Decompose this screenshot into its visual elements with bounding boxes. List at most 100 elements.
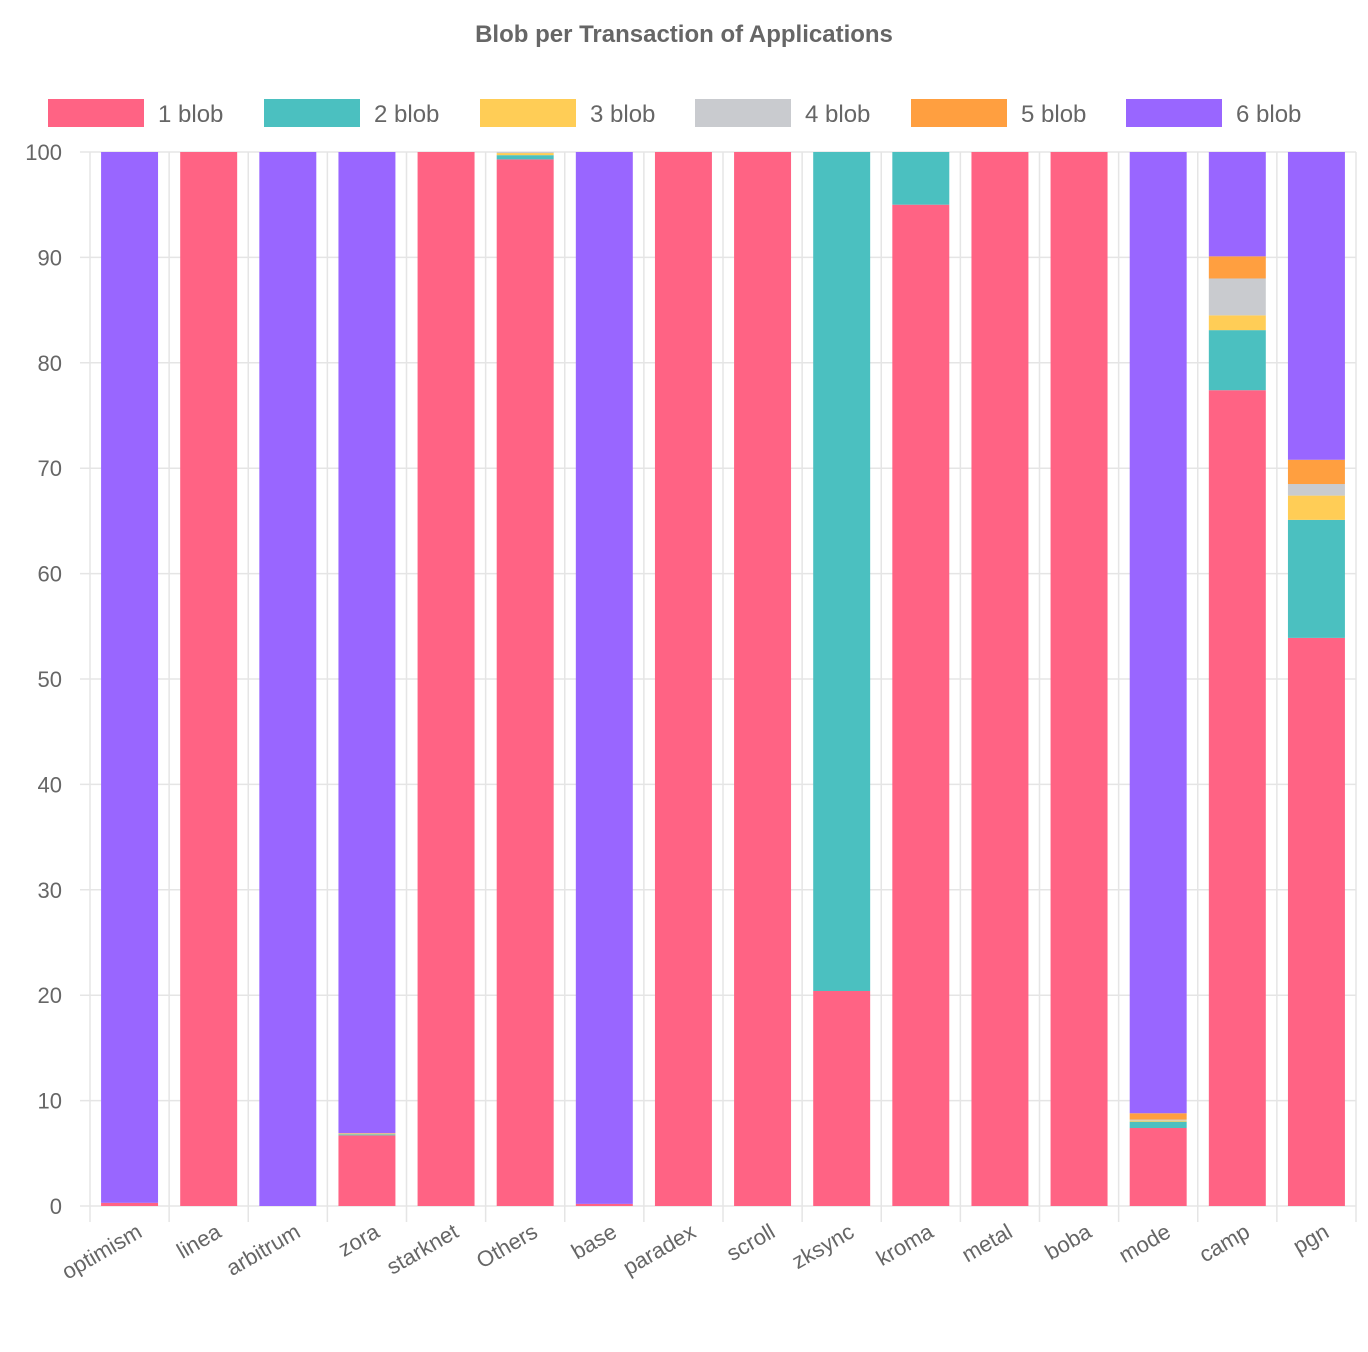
bar-camp-5-blob[interactable]: [1208, 256, 1266, 279]
y-tick-label: 50: [38, 667, 62, 692]
bar-linea-1-blob[interactable]: [180, 152, 238, 1206]
bar-mode-5-blob[interactable]: [1129, 1113, 1187, 1120]
legend-label: 1 blob: [158, 101, 223, 128]
y-tick-label: 10: [38, 1089, 62, 1114]
bar-mode-1-blob[interactable]: [1129, 1128, 1187, 1206]
bar-mode-3-blob[interactable]: [1129, 1120, 1187, 1122]
bar-group-arbitrum[interactable]: [259, 152, 317, 1206]
bar-zksync-1-blob[interactable]: [813, 990, 871, 1206]
bar-kroma-2-blob[interactable]: [892, 152, 950, 205]
bar-pgn-2-blob[interactable]: [1287, 519, 1345, 638]
legend-item-1-blob[interactable]: 1 blob: [48, 99, 223, 128]
bar-kroma-1-blob[interactable]: [892, 204, 950, 1206]
bar-camp-6-blob[interactable]: [1208, 152, 1266, 257]
bar-pgn-5-blob[interactable]: [1287, 459, 1345, 485]
y-tick-label: 0: [50, 1194, 62, 1219]
bar-zora-6-blob[interactable]: [338, 152, 396, 1134]
x-tick-label: zksync: [787, 1219, 858, 1274]
bar-optimism-1-blob[interactable]: [101, 1202, 159, 1206]
bar-group-zora[interactable]: [338, 152, 396, 1206]
y-tick-label: 40: [38, 772, 62, 797]
bar-pgn-6-blob[interactable]: [1287, 152, 1345, 460]
x-tick-label: metal: [957, 1219, 1016, 1268]
bar-zksync-2-blob[interactable]: [813, 152, 871, 991]
bar-mode-4-blob[interactable]: [1129, 1119, 1187, 1121]
legend-label: 6 blob: [1236, 101, 1301, 128]
bar-group-zksync[interactable]: [813, 152, 871, 1206]
bar-pgn-1-blob[interactable]: [1287, 637, 1345, 1206]
x-tick-label: boba: [1041, 1218, 1097, 1265]
legend: 1 blob 2 blob 3 blob 4 blob 5 blob 6 blob: [48, 99, 1301, 128]
bar-group-linea[interactable]: [180, 152, 238, 1206]
legend-item-5-blob[interactable]: 5 blob: [911, 99, 1086, 128]
legend-swatch: [695, 99, 791, 127]
bar-base-6-blob[interactable]: [575, 152, 633, 1204]
bar-group-camp[interactable]: [1208, 152, 1266, 1207]
bar-group-paradex[interactable]: [654, 152, 712, 1206]
bar-group-scroll[interactable]: [734, 152, 792, 1206]
bar-mode-6-blob[interactable]: [1129, 152, 1187, 1114]
legend-item-3-blob[interactable]: 3 blob: [480, 99, 655, 128]
x-tick-label: optimism: [57, 1219, 146, 1285]
x-tick-label: base: [567, 1219, 621, 1265]
legend-item-4-blob[interactable]: 4 blob: [695, 99, 870, 128]
bar-mode-2-blob[interactable]: [1129, 1121, 1187, 1129]
legend-swatch: [911, 99, 1007, 127]
bar-base-1-blob[interactable]: [575, 1203, 633, 1206]
bar-camp-4-blob[interactable]: [1208, 278, 1266, 316]
bar-group-mode[interactable]: [1129, 152, 1187, 1206]
x-tick-label: starknet: [382, 1219, 462, 1280]
bar-metal-1-blob[interactable]: [971, 152, 1029, 1206]
bar-scroll-1-blob[interactable]: [734, 152, 792, 1206]
bar-paradex-1-blob[interactable]: [654, 152, 712, 1206]
y-tick-label: 80: [38, 351, 62, 376]
bar-group-optimism[interactable]: [101, 152, 159, 1206]
bar-group-others[interactable]: [496, 152, 554, 1206]
bar-others-4-blob[interactable]: [496, 152, 554, 154]
x-tick-label: zora: [334, 1218, 384, 1261]
bar-optimism-6-blob[interactable]: [101, 152, 159, 1203]
legend-item-2-blob[interactable]: 2 blob: [264, 99, 439, 128]
x-tick-label: kroma: [872, 1218, 938, 1271]
chart-title: Blob per Transaction of Applications: [475, 21, 893, 48]
x-tick-label: Others: [472, 1219, 542, 1274]
y-tick-label: 30: [38, 878, 62, 903]
x-tick-label: pgn: [1289, 1219, 1333, 1259]
bar-starknet-1-blob[interactable]: [417, 152, 475, 1206]
bar-group-metal[interactable]: [971, 152, 1029, 1206]
bar-group-pgn[interactable]: [1287, 152, 1345, 1206]
bar-group-boba[interactable]: [1050, 152, 1108, 1206]
x-tick-label: camp: [1195, 1219, 1254, 1268]
x-tick-label: linea: [172, 1218, 225, 1263]
bar-group-starknet[interactable]: [417, 152, 475, 1206]
y-tick-label: 90: [38, 245, 62, 270]
bars: [101, 152, 1345, 1207]
bar-others-1-blob[interactable]: [496, 159, 554, 1206]
y-tick-label: 100: [25, 140, 62, 165]
x-tick-label: scroll: [722, 1219, 779, 1266]
legend-label: 4 blob: [805, 101, 870, 128]
bar-group-kroma[interactable]: [892, 152, 950, 1206]
bar-pgn-3-blob[interactable]: [1287, 495, 1345, 520]
x-tick-label: mode: [1115, 1219, 1175, 1268]
bar-group-base[interactable]: [575, 152, 633, 1206]
bar-zora-2-blob[interactable]: [338, 1134, 396, 1136]
y-tick-label: 70: [38, 456, 62, 481]
legend-swatch: [264, 99, 360, 127]
bar-boba-1-blob[interactable]: [1050, 152, 1108, 1206]
legend-swatch: [48, 99, 144, 127]
y-tick-label: 60: [38, 562, 62, 587]
bar-camp-3-blob[interactable]: [1208, 315, 1266, 331]
legend-swatch: [1126, 99, 1222, 127]
bar-pgn-4-blob[interactable]: [1287, 484, 1345, 496]
bar-camp-1-blob[interactable]: [1208, 390, 1266, 1207]
bar-zora-1-blob[interactable]: [338, 1135, 396, 1206]
bar-arbitrum-6-blob[interactable]: [259, 152, 317, 1206]
legend-item-6-blob[interactable]: 6 blob: [1126, 99, 1301, 128]
bar-camp-2-blob[interactable]: [1208, 330, 1266, 391]
bar-zora-3-blob[interactable]: [338, 1133, 396, 1135]
x-tick-label: arbitrum: [222, 1219, 304, 1281]
bar-others-3-blob[interactable]: [496, 153, 554, 156]
bar-others-2-blob[interactable]: [496, 155, 554, 160]
